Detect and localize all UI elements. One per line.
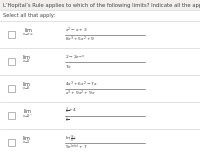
Bar [8,58,15,65]
Bar [8,31,15,38]
Text: $x^2-x+3$: $x^2-x+3$ [65,25,88,35]
Text: $\lim_{x \to 0}$: $\lim_{x \to 0}$ [22,54,31,65]
Bar [8,112,15,119]
Text: $8x^3+5x^2+9$: $8x^3+5x^2+9$ [65,34,95,44]
Text: $\frac{2}{x}+4$: $\frac{2}{x}+4$ [65,106,77,116]
Bar [8,85,15,92]
Text: $\lim_{x \to 0^+}$: $\lim_{x \to 0^+}$ [22,107,33,120]
Text: $2-2e^{-x}$: $2-2e^{-x}$ [65,53,85,61]
Text: $\lim_{x \to +\infty}$: $\lim_{x \to +\infty}$ [22,27,34,38]
Text: $\frac{1}{x}$: $\frac{1}{x}$ [65,115,69,125]
Text: $4x^3+6x^2-7x$: $4x^3+6x^2-7x$ [65,79,98,89]
Text: $\lim_{x \to 1}$: $\lim_{x \to 1}$ [22,135,31,146]
Bar [0,0,200,10]
Text: $x^3+9x^2+9x$: $x^3+9x^2+9x$ [65,88,96,98]
Text: $\ln\!\left(\frac{9}{x}\right)$: $\ln\!\left(\frac{9}{x}\right)$ [65,133,76,143]
Text: $7x$: $7x$ [65,63,72,70]
Text: L’Hopital’s Rule applies to which of the following limits? Indicate all the appl: L’Hopital’s Rule applies to which of the… [3,2,200,7]
Text: Select all that apply:: Select all that apply: [3,12,55,17]
Bar [8,139,15,146]
Text: $9e^{\ln(x)}+7$: $9e^{\ln(x)}+7$ [65,142,87,152]
Text: $\lim_{x \to 0}$: $\lim_{x \to 0}$ [22,81,31,92]
